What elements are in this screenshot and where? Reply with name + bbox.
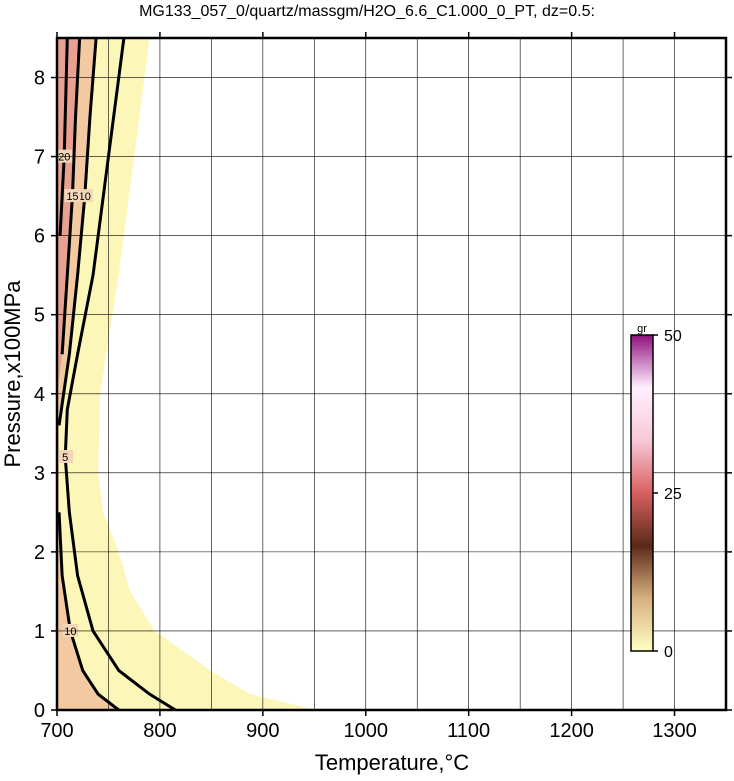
contour-label-bg (76, 189, 93, 203)
contour-label: 15 (66, 191, 78, 203)
y-tick-label: 7 (34, 147, 45, 169)
y-tick-label: 6 (34, 226, 45, 248)
overlay: 0 1 2 3 4 5 6 7 8 700 800 900 1000 1100 1200 1300 0 25 50 g… (34, 32, 732, 742)
contour-label: 10 (64, 626, 76, 638)
colorbar (630, 334, 654, 652)
plot-frame (55, 36, 728, 712)
y-tick-label: 8 (34, 68, 45, 90)
x-tick-label: 1100 (447, 720, 490, 742)
y-tick-label: 0 (34, 700, 45, 722)
chart-title: MG133_057_0/quartz/massgm/H2O_6.6_C1.000… (139, 3, 595, 20)
contour-label: 10 (79, 191, 91, 203)
colorbar-label: gr (637, 323, 647, 335)
y-axis-label: Pressure,x100MPa (0, 280, 25, 468)
contour-label-bg (64, 189, 81, 203)
colorbar-tick-label: 25 (664, 486, 682, 503)
y-tick-label: 5 (34, 305, 45, 327)
x-axis-label: Temperature,°C (315, 750, 469, 775)
x-tick-label: 700 (40, 720, 73, 742)
x-tick-label: 800 (143, 720, 176, 742)
x-tick-label: 1200 (549, 720, 594, 742)
contour-label-bg (57, 149, 73, 163)
contour-label-bg (57, 450, 74, 464)
colorbar-tick-label: 50 (664, 328, 682, 345)
x-tick-label: 1300 (652, 720, 697, 742)
contour-label-bg (62, 623, 79, 637)
x-tick-label: 900 (246, 720, 279, 742)
y-tick-label: 2 (34, 542, 45, 564)
y-tick-label: 1 (34, 621, 45, 643)
y-tick-label: 4 (34, 384, 45, 406)
x-tick-label: 1000 (344, 720, 389, 742)
contour-label: 20 (58, 152, 70, 164)
contour-label: 5 (62, 452, 68, 464)
filled-region (57, 38, 315, 710)
contour-line (57, 512, 120, 710)
colorbar-tick-label: 0 (664, 644, 673, 661)
y-tick-label: 3 (34, 463, 45, 485)
